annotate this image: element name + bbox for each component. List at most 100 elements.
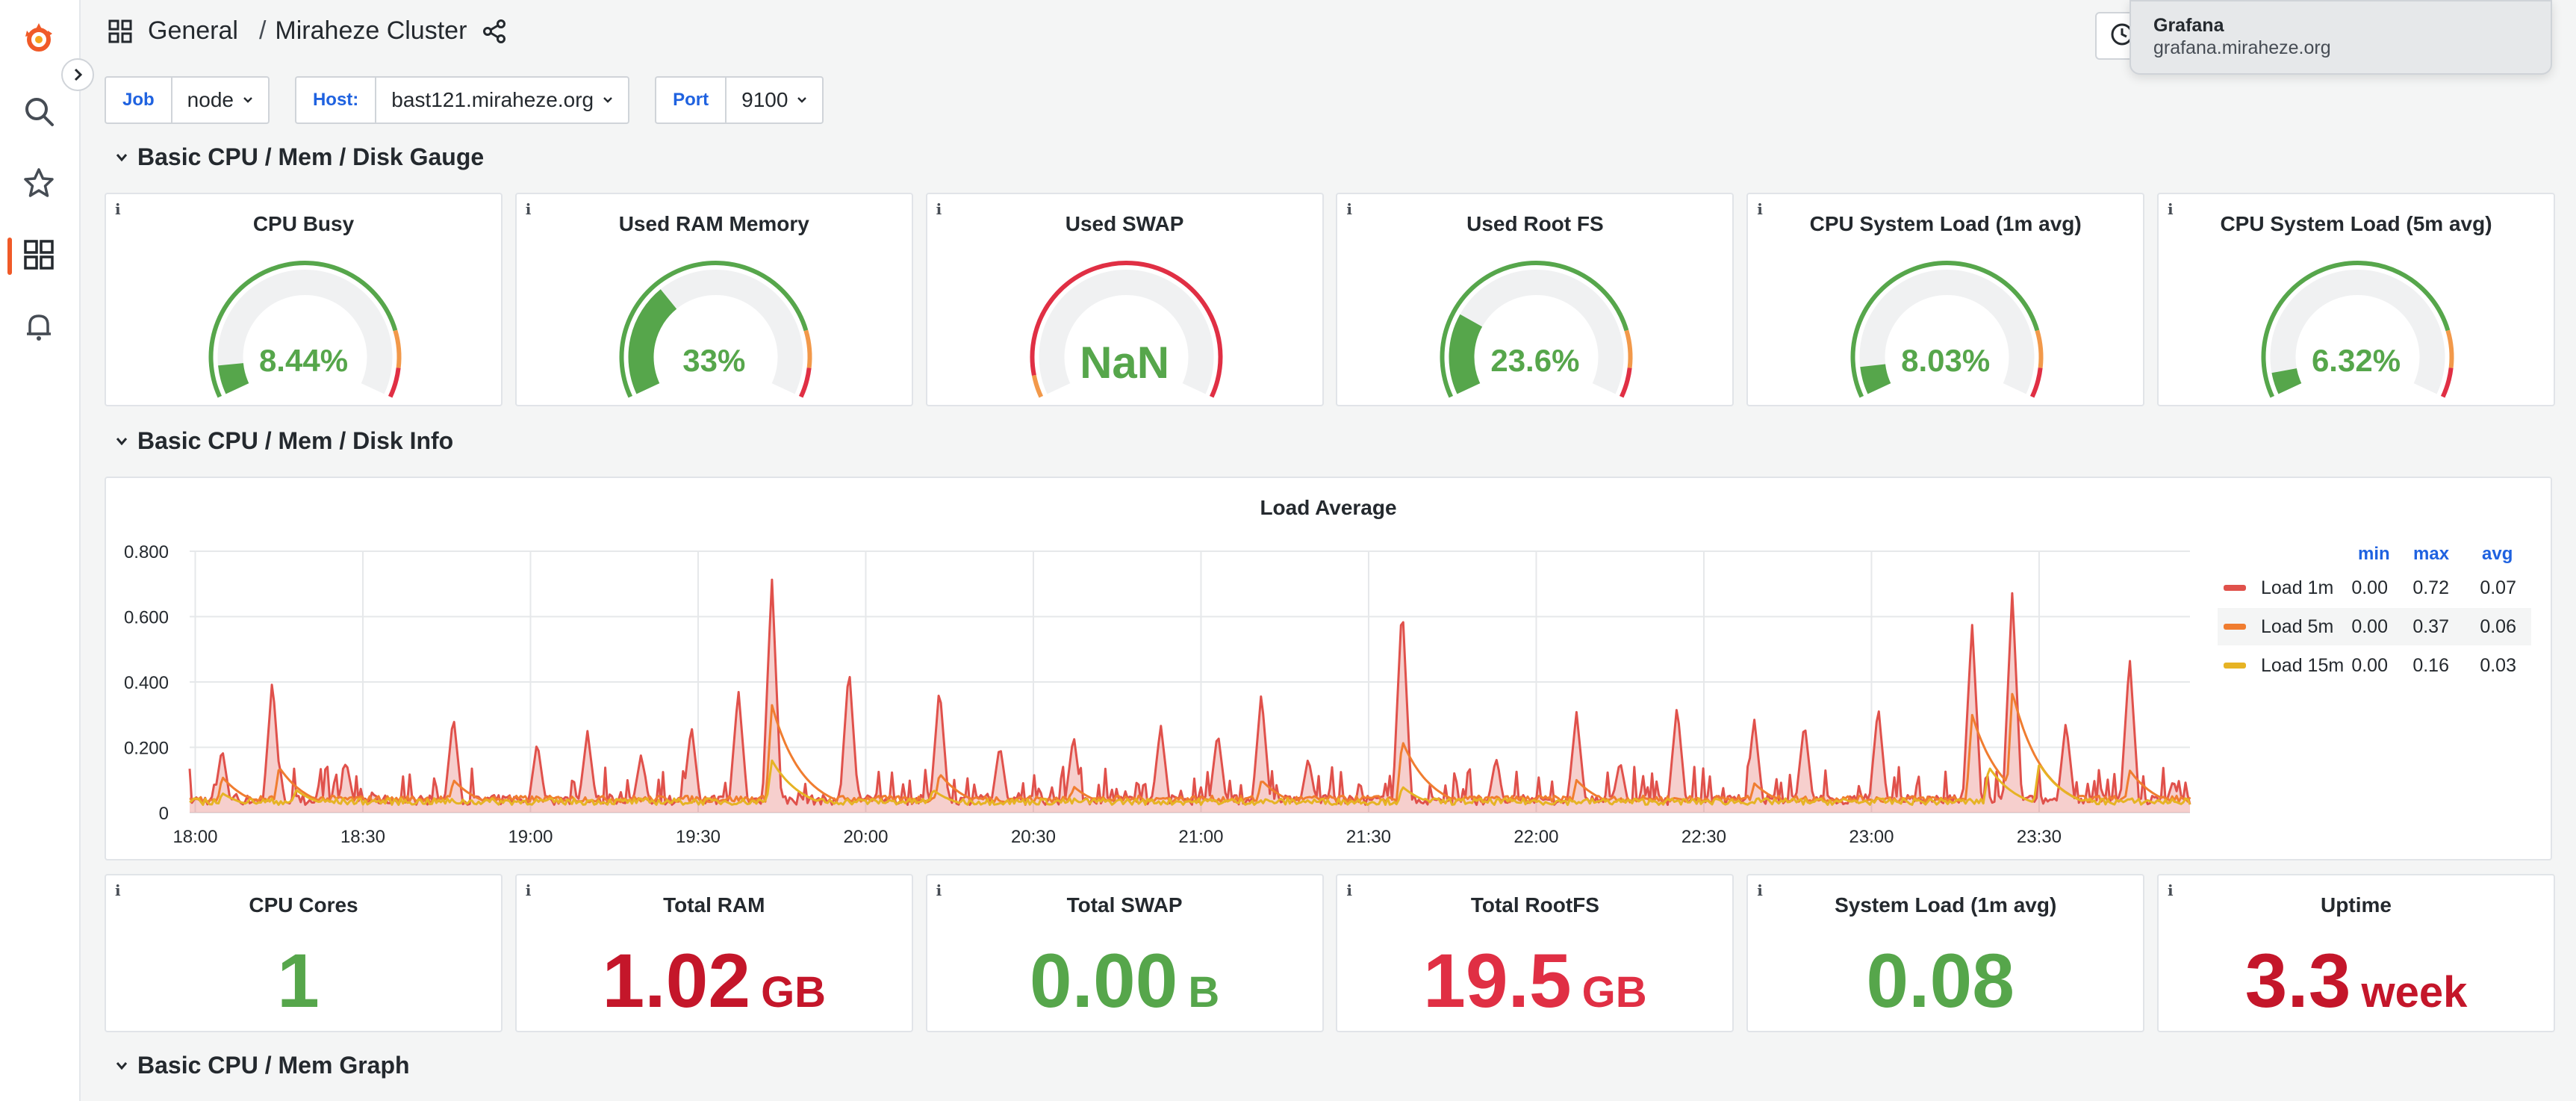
series-line-load-1m xyxy=(188,578,2191,806)
gauge-title: CPU System Load (1m avg) xyxy=(1809,212,2082,235)
row-toggle-gauge[interactable]: Basic CPU / Mem / Disk Gauge xyxy=(115,143,484,171)
info-icon[interactable]: i xyxy=(1346,200,1352,218)
grafana-logo-icon[interactable] xyxy=(19,18,59,58)
stat-value: 1 xyxy=(106,943,501,1019)
stat-number: 1 xyxy=(277,938,320,1023)
x-tick-label: 18:30 xyxy=(340,827,385,847)
gauge-value: 33% xyxy=(682,343,746,378)
legend-series-name: Load 15m xyxy=(2261,654,2345,676)
gauge-threshold-ring xyxy=(1620,367,1633,398)
chevron-down-icon xyxy=(797,97,807,103)
variable-host-label: Host: xyxy=(294,76,376,124)
gauge-value-arc xyxy=(1860,363,1891,394)
legend-header-max[interactable]: max xyxy=(2413,544,2450,564)
chevron-down-icon xyxy=(116,1061,128,1070)
gauge-track xyxy=(2270,270,2445,394)
gauge-value-arc xyxy=(1449,314,1483,394)
gauge-panel: i CPU Busy 8.44% xyxy=(105,193,503,406)
info-icon[interactable]: i xyxy=(525,200,532,218)
top-bar: General / Miraheze Cluster xyxy=(79,0,2576,69)
share-icon[interactable] xyxy=(482,19,507,44)
variable-job-select[interactable]: node xyxy=(170,76,270,124)
gauge-threshold-ring xyxy=(1031,374,1043,398)
legend-item[interactable]: Load 5m 0.00 0.37 0.06 xyxy=(2218,608,2531,645)
gauge-panel: i Used SWAP NaN xyxy=(925,193,1324,406)
legend-min: 0.00 xyxy=(2351,577,2388,598)
bell-icon[interactable] xyxy=(19,306,59,347)
info-icon[interactable]: i xyxy=(1346,881,1352,899)
sidebar-expand-button[interactable] xyxy=(61,58,94,91)
x-tick-label: 22:30 xyxy=(1681,827,1726,847)
y-tick-label: 0.800 xyxy=(124,542,169,562)
info-icon[interactable]: i xyxy=(2168,200,2174,218)
breadcrumb: General / Miraheze Cluster xyxy=(108,16,507,46)
legend-min: 0.00 xyxy=(2351,615,2388,637)
info-icon[interactable]: i xyxy=(936,881,942,899)
gauge-value: 8.44% xyxy=(258,343,349,378)
legend-item[interactable]: Load 1m 0.00 0.72 0.07 xyxy=(2218,569,2531,607)
stat-title: Total RootFS xyxy=(1470,893,1599,917)
legend-item[interactable]: Load 15m 0.00 0.16 0.03 xyxy=(2218,647,2531,684)
info-icon[interactable]: i xyxy=(115,200,121,218)
stat-value: 1.02 GB xyxy=(517,943,912,1019)
tooltip-url: grafana.miraheze.org xyxy=(2153,37,2331,58)
legend-header-min[interactable]: min xyxy=(2358,544,2390,564)
gauge-value: 6.32% xyxy=(2311,343,2401,378)
y-tick-label: 0.400 xyxy=(124,673,169,693)
legend-swatch xyxy=(2224,624,2246,630)
series-line-load-5m xyxy=(189,692,2191,804)
info-icon[interactable]: i xyxy=(1757,200,1763,218)
gauge-threshold-ring xyxy=(619,261,809,398)
stat-title: Total SWAP xyxy=(1066,893,1183,917)
info-icon[interactable]: i xyxy=(115,881,121,899)
breadcrumb-folder[interactable]: General xyxy=(148,16,238,45)
active-indicator xyxy=(7,238,12,275)
variable-port-label: Port xyxy=(655,76,726,124)
x-tick-label: 21:30 xyxy=(1346,827,1391,847)
tooltip-title: Grafana xyxy=(2153,15,2224,36)
variable-host-value: bast121.miraheze.org xyxy=(391,88,594,111)
series-line-load-15m xyxy=(189,759,2191,806)
stat-unit: GB xyxy=(1581,968,1647,1017)
load-average-chart[interactable]: 0 0.200 0.400 0.600 0.800 18:00 18:30 19:00 19:3… xyxy=(105,477,2218,860)
info-icon[interactable]: i xyxy=(2168,881,2174,899)
variable-host-select[interactable]: bast121.miraheze.org xyxy=(375,76,630,124)
stat-unit: GB xyxy=(761,968,827,1017)
stat-number: 19.5 xyxy=(1423,938,1572,1023)
info-icon[interactable]: i xyxy=(936,200,942,218)
row-toggle-info[interactable]: Basic CPU / Mem / Disk Info xyxy=(115,427,453,455)
stat-number: 1.02 xyxy=(602,938,751,1023)
gauge-title: CPU System Load (5m avg) xyxy=(2220,212,2492,235)
variable-job-label: Job xyxy=(105,76,171,124)
chevron-down-icon xyxy=(243,97,252,103)
dashboards-grid-icon[interactable] xyxy=(19,235,59,275)
legend-header-avg[interactable]: avg xyxy=(2482,544,2513,564)
gauge-dial xyxy=(1850,261,2044,398)
stat-value: 0.00 B xyxy=(927,943,1322,1019)
gauge-threshold-ring xyxy=(798,367,812,398)
gauge-dial xyxy=(619,261,812,398)
variable-job-value: node xyxy=(187,88,234,111)
search-icon[interactable] xyxy=(19,91,59,131)
dashboards-grid-icon xyxy=(108,19,132,43)
gauge-threshold-ring xyxy=(2261,261,2451,398)
info-icon[interactable]: i xyxy=(525,881,532,899)
variable-port-select[interactable]: 9100 xyxy=(725,76,824,124)
stat-number: 3.3 xyxy=(2244,938,2351,1023)
stat-number: 0.00 xyxy=(1029,938,1178,1023)
info-icon[interactable]: i xyxy=(1757,881,1763,899)
row-toggle-graph[interactable]: Basic CPU / Mem Graph xyxy=(115,1052,410,1079)
star-icon[interactable] xyxy=(19,163,59,203)
legend-avg: 0.06 xyxy=(2480,615,2516,637)
x-tick-label: 18:00 xyxy=(172,827,217,847)
gauge-threshold-ring xyxy=(2030,367,2043,398)
stat-title: CPU Cores xyxy=(249,893,358,917)
legend-max: 0.72 xyxy=(2412,577,2449,598)
legend-series-name: Load 1m xyxy=(2261,577,2334,598)
gauge-threshold-ring xyxy=(1440,261,1629,398)
dashboard-title[interactable]: Miraheze Cluster xyxy=(275,16,467,45)
sidebar xyxy=(0,0,81,1101)
breadcrumb-separator: / xyxy=(258,16,267,45)
gauge-panel: i Used RAM Memory 33% xyxy=(514,193,913,406)
chevron-down-icon xyxy=(116,437,128,445)
